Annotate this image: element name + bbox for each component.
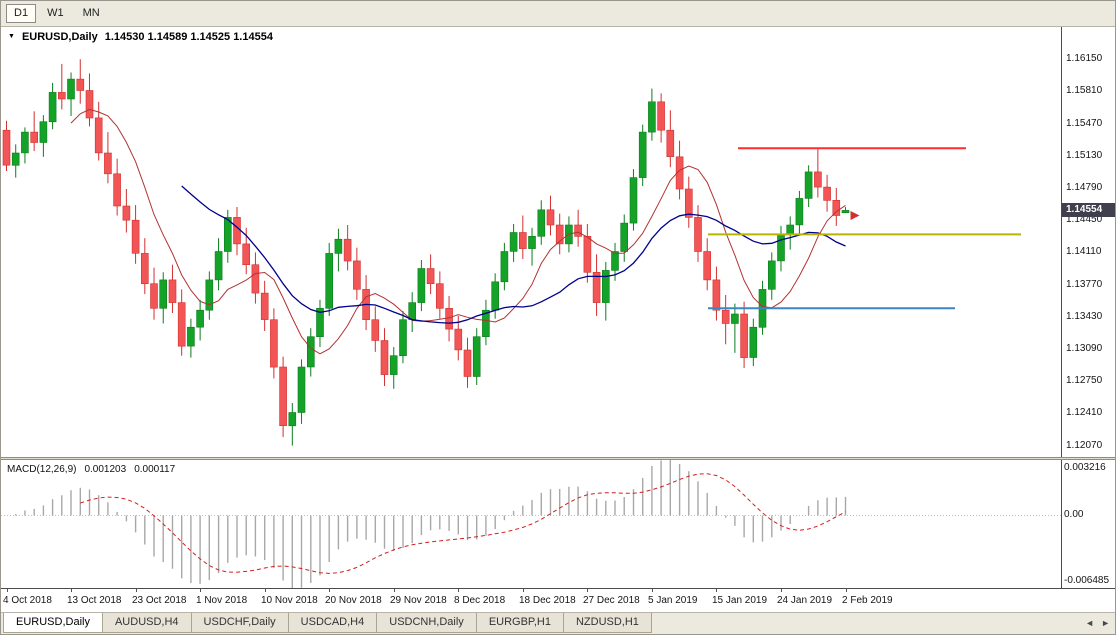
price-axis-label: 1.15810 [1066, 85, 1103, 96]
tab-bar: EURUSD,Daily AUDUSD,H4 USDCHF,Daily USDCAD,… [1, 612, 1115, 634]
date-tick [587, 589, 588, 592]
date-axis-label: 5 Jan 2019 [648, 595, 698, 606]
date-tick [136, 589, 137, 592]
tab-audusd-h4[interactable]: AUDUSD,H4 [101, 613, 192, 633]
date-tick [265, 589, 266, 592]
panel-splitter[interactable] [1, 457, 1115, 460]
price-axis-label: 1.12070 [1066, 440, 1103, 451]
date-axis-label: 2 Feb 2019 [842, 595, 893, 606]
macd-main-value: 0.001203 [84, 464, 127, 475]
chart-tabs: EURUSD,Daily AUDUSD,H4 USDCHF,Daily USDCAD,… [1, 613, 652, 634]
timeframe-w1-button[interactable]: W1 [39, 4, 72, 23]
price-axis[interactable]: 1.14554 0.003216 0.00 -0.006485 1.16150 1… [1061, 27, 1115, 588]
tab-usdcnh-daily[interactable]: USDCNH,Daily [376, 613, 477, 633]
tab-nzdusd-h1[interactable]: NZDUSD,H1 [562, 613, 652, 633]
date-axis-label: 15 Jan 2019 [712, 595, 768, 606]
price-axis-label: 1.13430 [1066, 311, 1103, 322]
timeframe-toolbar: D1 W1 MN [1, 1, 1115, 27]
date-tick [846, 589, 847, 592]
tab-scroll-left-icon[interactable]: ◄ [1085, 618, 1095, 628]
macd-label: MACD(12,26,9) 0.001203 0.000117 [7, 464, 175, 475]
date-tick [523, 589, 524, 592]
chart-title: ▼ EURUSD,Daily 1.14530 1.14589 1.14525 1… [8, 31, 273, 43]
price-axis-label: 1.14110 [1066, 246, 1102, 257]
price-chart-canvas[interactable] [1, 27, 1061, 457]
macd-signal-value: 0.000117 [134, 464, 176, 475]
date-tick [652, 589, 653, 592]
price-axis-label: 1.15130 [1066, 150, 1103, 161]
chart-ohlc-values: 1.14530 1.14589 1.14525 1.14554 [104, 31, 273, 43]
date-axis-label: 20 Nov 2018 [325, 595, 382, 606]
price-axis-label: 1.13770 [1066, 279, 1103, 290]
tab-usdcad-h4[interactable]: USDCAD,H4 [287, 613, 378, 633]
macd-axis-min: -0.006485 [1064, 575, 1110, 586]
date-axis[interactable]: 4 Oct 2018 13 Oct 2018 23 Oct 2018 1 Nov 20… [1, 588, 1115, 612]
date-axis-label: 10 Nov 2018 [261, 595, 318, 606]
date-axis-label: 24 Jan 2019 [777, 595, 833, 606]
timeframe-mn-button[interactable]: MN [75, 4, 108, 23]
price-axis-label: 1.13090 [1066, 343, 1103, 354]
price-axis-label: 1.14450 [1066, 214, 1103, 225]
macd-axis-zero: 0.00 [1064, 509, 1084, 520]
price-axis-label: 1.12410 [1066, 407, 1103, 418]
chart-window: ▼ EURUSD,Daily 1.14530 1.14589 1.14525 1… [1, 27, 1115, 612]
price-tag-value: 1.14554 [1066, 204, 1103, 215]
date-axis-label: 8 Dec 2018 [454, 595, 506, 606]
tab-usdchf-daily[interactable]: USDCHF,Daily [190, 613, 289, 633]
macd-name: MACD(12,26,9) [7, 464, 77, 475]
timeframe-d1-button[interactable]: D1 [6, 4, 37, 23]
date-axis-label: 1 Nov 2018 [196, 595, 248, 606]
price-axis-label: 1.12750 [1066, 375, 1103, 386]
date-axis-label: 4 Oct 2018 [3, 595, 52, 606]
tab-eurgbp-h1[interactable]: EURGBP,H1 [475, 613, 564, 633]
chart-symbol-label: EURUSD,Daily [21, 31, 98, 43]
date-tick [458, 589, 459, 592]
tab-eurusd-daily[interactable]: EURUSD,Daily [3, 613, 103, 633]
date-tick [781, 589, 782, 592]
price-axis-label: 1.15470 [1066, 118, 1103, 129]
price-tag: 1.14554 [1062, 203, 1115, 217]
macd-axis-max: 0.003216 [1064, 462, 1106, 473]
macd-canvas[interactable] [1, 460, 1061, 588]
date-tick [329, 589, 330, 592]
date-axis-label: 29 Nov 2018 [390, 595, 447, 606]
date-axis-label: 27 Dec 2018 [583, 595, 640, 606]
price-axis-label: 1.14790 [1066, 182, 1103, 193]
date-tick [394, 589, 395, 592]
tab-scroll-right-icon[interactable]: ► [1101, 618, 1110, 628]
date-tick [71, 589, 72, 592]
tab-scroll: ◄ ► [1085, 618, 1110, 628]
date-tick [716, 589, 717, 592]
symbol-marker-icon: ▼ [8, 33, 15, 40]
date-axis-label: 18 Dec 2018 [519, 595, 576, 606]
date-tick [200, 589, 201, 592]
date-axis-label: 23 Oct 2018 [132, 595, 187, 606]
date-tick [7, 589, 8, 592]
price-axis-label: 1.16150 [1066, 53, 1103, 64]
date-axis-label: 13 Oct 2018 [67, 595, 122, 606]
